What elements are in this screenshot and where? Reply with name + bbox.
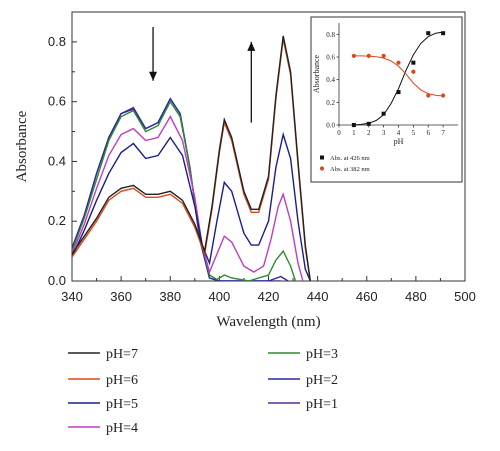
inset-x-tick-label: 4 bbox=[397, 129, 401, 137]
series-line-ph-7 bbox=[72, 35, 311, 281]
x-tick-label: 500 bbox=[454, 289, 476, 304]
inset-point-382nm bbox=[426, 93, 431, 98]
x-tick-label: 400 bbox=[209, 289, 231, 304]
series-line-ph-2 bbox=[72, 97, 289, 281]
inset-frame bbox=[310, 16, 463, 183]
inset-x-tick-label: 7 bbox=[441, 129, 445, 137]
x-tick-label: 340 bbox=[61, 289, 83, 304]
x-tick-label: 380 bbox=[159, 289, 181, 304]
y-tick-label: 0.2 bbox=[48, 213, 66, 228]
inset-point-426nm bbox=[351, 123, 356, 127]
inset-plot: 0 1 2 3 4 5 6 7 0.0 0.2 0.4 0.6 0.8 pH Absorbance Abs. … bbox=[310, 16, 463, 183]
inset-legend-marker-426nm bbox=[320, 155, 324, 160]
inset-x-tick-label: 2 bbox=[367, 129, 371, 137]
inset-point-426nm bbox=[366, 121, 371, 126]
inset-point-426nm bbox=[381, 111, 386, 116]
legend-label: pH=7 bbox=[106, 347, 138, 362]
legend-label: pH=6 bbox=[106, 373, 138, 388]
inset-legend-label: Abs. at 426 nm bbox=[330, 155, 370, 162]
main-legend: pH=7 pH=6 pH=5 pH=4 pH=3 pH=2 pH=1 bbox=[68, 347, 338, 436]
y-tick-label: 0.6 bbox=[48, 94, 66, 109]
inset-point-382nm bbox=[366, 53, 371, 58]
inset-x-tick-label: 0 bbox=[337, 129, 341, 137]
main-plot: 340 360 380 400 420 440 460 480 5000.00.20.40.60… bbox=[14, 11, 476, 330]
series-line-ph-5 bbox=[72, 131, 311, 281]
inset-y-axis-title: Absorbance bbox=[312, 54, 321, 93]
x-axis-title: Wavelength (nm) bbox=[216, 314, 320, 330]
inset-x-tick-label: 3 bbox=[382, 129, 386, 137]
inset-point-382nm bbox=[351, 53, 356, 58]
x-tick-label: 420 bbox=[258, 289, 280, 304]
x-tick-label: 460 bbox=[356, 289, 378, 304]
inset-y-tick-label: 0.4 bbox=[326, 76, 335, 84]
legend-label: pH=4 bbox=[106, 421, 138, 436]
y-tick-label: 0.0 bbox=[48, 273, 66, 288]
inset-point-426nm bbox=[411, 60, 416, 65]
y-tick-label: 0.8 bbox=[48, 34, 66, 49]
inset-point-426nm bbox=[426, 31, 431, 36]
inset-x-tick-label: 5 bbox=[412, 129, 416, 137]
y-axis-title: Absorbance bbox=[14, 110, 30, 182]
inset-x-tick-label: 1 bbox=[352, 129, 356, 137]
inset-y-tick-label: 0.6 bbox=[326, 54, 335, 62]
inset-point-426nm bbox=[396, 90, 401, 95]
x-tick-label: 440 bbox=[307, 289, 329, 304]
legend-label: pH=3 bbox=[306, 347, 338, 362]
inset-point-382nm bbox=[381, 53, 386, 58]
inset-point-382nm bbox=[396, 60, 401, 65]
inset-y-tick-label: 0.0 bbox=[326, 122, 335, 130]
inset-x-tick-label: 6 bbox=[427, 129, 431, 137]
inset-legend-marker-382nm bbox=[319, 166, 325, 171]
inset-y-tick-label: 0.2 bbox=[326, 99, 335, 107]
inset-point-382nm bbox=[411, 69, 416, 74]
x-tick-label: 480 bbox=[405, 289, 427, 304]
legend-label: pH=5 bbox=[106, 397, 138, 412]
inset-point-426nm bbox=[441, 31, 446, 36]
series-line-ph-4 bbox=[72, 115, 304, 281]
inset-x-axis-title: pH bbox=[394, 137, 404, 146]
x-tick-label: 360 bbox=[110, 289, 132, 304]
inset-legend-label: Abs. at 382 nm bbox=[330, 166, 370, 173]
annotation-arrow-head bbox=[149, 71, 158, 81]
inset-point-382nm bbox=[441, 93, 446, 98]
inset-y-tick-label: 0.8 bbox=[326, 31, 335, 39]
y-tick-label: 0.4 bbox=[48, 153, 66, 168]
annotation-arrow-head bbox=[247, 41, 256, 51]
legend-label: pH=1 bbox=[306, 397, 338, 412]
legend-label: pH=2 bbox=[306, 373, 338, 388]
